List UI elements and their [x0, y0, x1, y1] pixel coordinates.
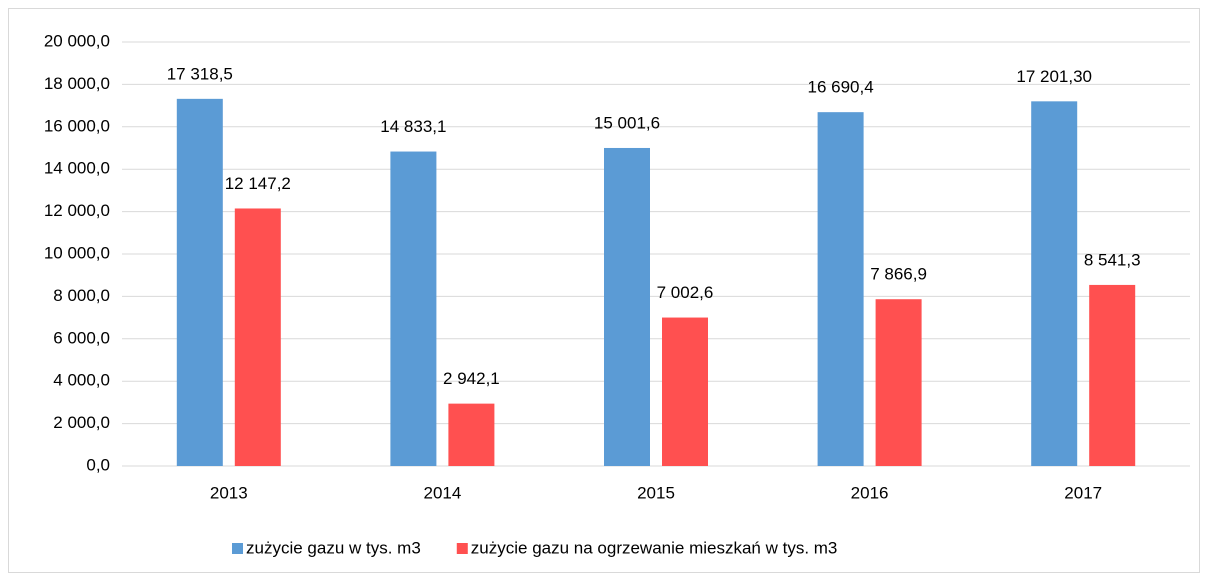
data-label: 15 001,6 [594, 113, 660, 132]
x-tick-label: 2016 [851, 483, 889, 502]
data-label: 7 866,9 [870, 265, 927, 284]
y-tick-label: 20 000,0 [44, 31, 110, 50]
x-tick-label: 2017 [1064, 483, 1102, 502]
bar [390, 151, 437, 467]
y-tick-label: 10 000,0 [44, 243, 110, 262]
bar [875, 299, 922, 466]
bar [234, 208, 281, 466]
y-tick-label: 8 000,0 [53, 286, 110, 305]
x-tick-label: 2014 [423, 483, 461, 502]
legend-swatch [456, 543, 468, 554]
x-tick-label: 2015 [637, 483, 675, 502]
data-label: 17 201,30 [1016, 67, 1092, 86]
y-tick-label: 14 000,0 [44, 159, 110, 178]
x-tick-label: 2013 [210, 483, 248, 502]
bar [1089, 284, 1136, 466]
data-label: 8 541,3 [1084, 250, 1141, 269]
bar [176, 98, 223, 466]
legend-swatch [232, 543, 243, 554]
legend-label: zużycie gazu w tys. m3 [246, 538, 421, 557]
y-tick-label: 4 000,0 [53, 371, 110, 390]
y-tick-label: 12 000,0 [44, 201, 110, 220]
data-label: 12 147,2 [225, 174, 291, 193]
y-tick-label: 16 000,0 [44, 116, 110, 135]
data-label: 17 318,5 [167, 64, 233, 83]
y-tick-label: 6 000,0 [53, 328, 110, 347]
y-tick-label: 0,0 [86, 455, 110, 474]
bar [662, 317, 708, 466]
legend-label: zużycie gazu na ogrzewanie mieszkań w ty… [471, 538, 838, 557]
data-label: 16 690,4 [808, 78, 874, 97]
bar [1031, 101, 1078, 466]
data-label: 7 002,6 [657, 283, 714, 302]
bar [817, 112, 864, 467]
data-label: 14 833,1 [380, 117, 446, 136]
y-tick-label: 18 000,0 [44, 74, 110, 93]
y-tick-label: 2 000,0 [53, 413, 110, 432]
bar [448, 403, 495, 466]
bar [604, 147, 650, 467]
data-label: 2 942,1 [443, 369, 500, 388]
